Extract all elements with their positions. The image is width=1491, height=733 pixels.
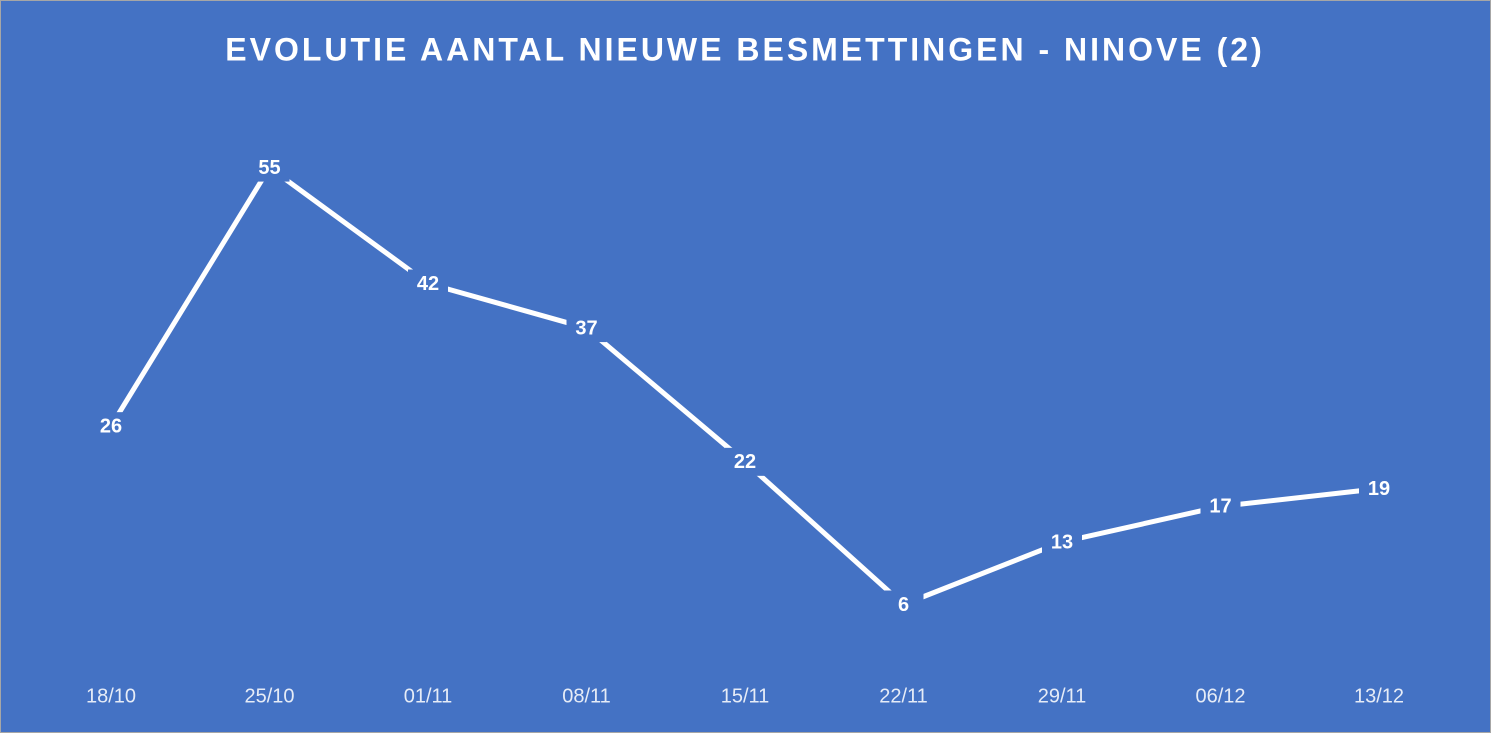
data-label: 19: [1368, 478, 1390, 500]
data-label: 42: [417, 273, 439, 295]
data-label: 6: [898, 594, 909, 616]
x-tick-label: 06/12: [1195, 685, 1245, 707]
data-label-background: [1042, 528, 1082, 557]
data-label: 37: [575, 317, 597, 339]
chart-title: EVOLUTIE AANTAL NIEUWE BESMETTINGEN - NI…: [225, 31, 1264, 67]
x-tick-label: 01/11: [404, 685, 453, 707]
data-label-background: [91, 412, 131, 441]
data-label: 55: [258, 157, 280, 179]
data-label-background: [1200, 492, 1241, 521]
x-tick-label: 22/11: [879, 685, 928, 707]
x-tick-label: 08/11: [562, 685, 611, 707]
data-label: 26: [100, 415, 122, 437]
x-tick-label: 29/11: [1038, 685, 1087, 707]
x-tick-label: 18/10: [86, 685, 136, 707]
data-label-background: [249, 153, 290, 182]
x-tick-label: 15/11: [721, 685, 770, 707]
data-label-background: [566, 314, 607, 343]
data-label: 13: [1051, 531, 1073, 553]
data-label: 17: [1209, 496, 1231, 518]
data-label-background: [408, 269, 448, 298]
data-label-background: [883, 590, 924, 619]
data-label-background: [1359, 474, 1399, 503]
x-tick-label: 13/12: [1354, 685, 1404, 707]
data-label: 22: [734, 451, 756, 473]
data-label-background: [725, 447, 765, 476]
x-tick-label: 25/10: [244, 685, 294, 707]
